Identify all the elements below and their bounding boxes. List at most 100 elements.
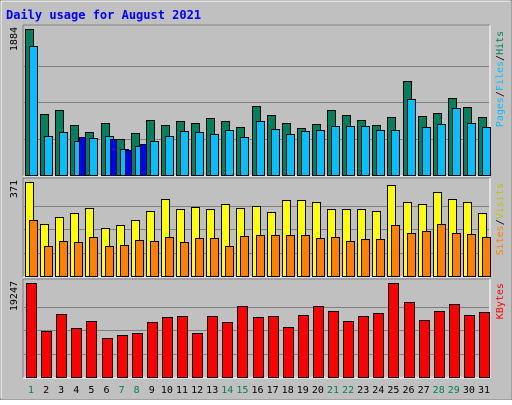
side-label-segment: / bbox=[495, 91, 506, 97]
bar-files-day-25 bbox=[391, 130, 400, 176]
bar-kbytes-day-27 bbox=[419, 320, 430, 378]
day-label-6: 6 bbox=[103, 385, 109, 396]
side-label-segment: Pages bbox=[495, 97, 506, 127]
bar-sites-day-28 bbox=[437, 224, 446, 277]
day-label-15: 15 bbox=[236, 385, 248, 396]
bar-sites-day-12 bbox=[195, 238, 204, 277]
bar-sites-day-30 bbox=[467, 234, 476, 277]
bar-sites-day-26 bbox=[407, 233, 416, 277]
day-label-7: 7 bbox=[119, 385, 125, 396]
chart-title: Daily usage for August 2021 bbox=[6, 8, 201, 22]
bar-files-day-22 bbox=[346, 126, 355, 176]
bar-files-day-13 bbox=[210, 134, 219, 176]
day-label-11: 11 bbox=[176, 385, 188, 396]
bar-sites-day-24 bbox=[376, 239, 385, 277]
bar-kbytes-day-22 bbox=[343, 321, 354, 378]
day-label-25: 25 bbox=[387, 385, 399, 396]
bar-sites-day-7 bbox=[120, 245, 129, 277]
bar-kbytes-day-23 bbox=[358, 316, 369, 378]
bar-sites-day-2 bbox=[44, 246, 53, 277]
bar-files-day-26 bbox=[407, 99, 416, 176]
bar-files-day-21 bbox=[331, 126, 340, 176]
side-label-segment: Sites bbox=[495, 225, 506, 255]
bar-sites-day-9 bbox=[150, 241, 159, 277]
day-axis-labels: 1 2 3 4 5 6 7 8 9 10 11 12 13 14 15 16 17 18 19 20 21 22 23 24 2… bbox=[28, 385, 490, 396]
day-label-13: 13 bbox=[206, 385, 218, 396]
bar-sites-day-19 bbox=[301, 235, 310, 277]
bar-sites-day-18 bbox=[286, 235, 295, 277]
bar-files-day-20 bbox=[316, 130, 325, 176]
bar-files-day-14 bbox=[225, 130, 234, 176]
day-label-3: 3 bbox=[58, 385, 64, 396]
side-label-segment: KBytes bbox=[495, 283, 506, 319]
bar-kbytes-day-29 bbox=[449, 304, 460, 378]
day-label-21: 21 bbox=[327, 385, 339, 396]
side-label-segment: / bbox=[495, 55, 506, 61]
bar-kbytes-day-26 bbox=[404, 302, 415, 378]
bar-sites-day-10 bbox=[165, 237, 174, 277]
bar-pages-day-8 bbox=[140, 144, 147, 176]
bar-kbytes-day-9 bbox=[147, 322, 158, 378]
bar-sites-day-11 bbox=[180, 242, 189, 277]
bar-files-day-12 bbox=[195, 132, 204, 176]
side-label-segment: Hits bbox=[495, 31, 506, 55]
bar-files-day-9 bbox=[150, 141, 159, 176]
bar-kbytes-day-12 bbox=[192, 333, 203, 378]
bar-sites-day-23 bbox=[361, 239, 370, 277]
chart-panels: 1884Pages/Files/Hits371Sites/Visits19247… bbox=[9, 24, 506, 379]
side-label-visits-sites: Sites/Visits bbox=[495, 183, 506, 255]
bar-kbytes-day-17 bbox=[268, 316, 279, 378]
day-label-27: 27 bbox=[418, 385, 430, 396]
bar-pages-day-6 bbox=[110, 139, 117, 176]
bar-kbytes-day-20 bbox=[313, 306, 324, 378]
day-label-16: 16 bbox=[251, 385, 263, 396]
bar-kbytes-day-19 bbox=[298, 315, 309, 378]
day-label-19: 19 bbox=[297, 385, 309, 396]
day-label-9: 9 bbox=[149, 385, 155, 396]
day-label-17: 17 bbox=[267, 385, 279, 396]
day-label-4: 4 bbox=[73, 385, 79, 396]
side-label-segment: Files bbox=[495, 61, 506, 91]
bar-kbytes-day-21 bbox=[328, 311, 339, 378]
bar-files-day-17 bbox=[271, 129, 280, 176]
day-label-10: 10 bbox=[161, 385, 173, 396]
max-label-hits-files-pages: 1884 bbox=[9, 27, 20, 51]
bar-files-day-10 bbox=[165, 136, 174, 176]
bar-kbytes-day-30 bbox=[464, 315, 475, 378]
bar-files-day-29 bbox=[452, 108, 461, 176]
day-label-5: 5 bbox=[88, 385, 94, 396]
bar-sites-day-27 bbox=[422, 231, 431, 277]
bar-sites-day-6 bbox=[105, 246, 114, 277]
bar-files-day-28 bbox=[437, 124, 446, 176]
bar-files-day-2 bbox=[44, 136, 53, 176]
bar-sites-day-3 bbox=[59, 241, 68, 277]
bar-sites-day-14 bbox=[225, 246, 234, 277]
bar-sites-day-8 bbox=[135, 240, 144, 277]
bar-kbytes-day-13 bbox=[207, 316, 218, 378]
day-label-24: 24 bbox=[372, 385, 384, 396]
day-label-20: 20 bbox=[312, 385, 324, 396]
bar-files-day-18 bbox=[286, 134, 295, 176]
bar-kbytes-day-15 bbox=[237, 306, 248, 378]
bar-sites-day-20 bbox=[316, 238, 325, 277]
bar-files-day-11 bbox=[180, 131, 189, 176]
bar-files-day-31 bbox=[482, 127, 491, 176]
bar-sites-day-31 bbox=[482, 237, 491, 277]
side-label-hits-files-pages: Pages/Files/Hits bbox=[495, 31, 506, 127]
bar-files-day-24 bbox=[376, 130, 385, 176]
bar-sites-day-1 bbox=[29, 220, 38, 277]
bar-sites-day-13 bbox=[210, 238, 219, 277]
side-label-segment: / bbox=[495, 219, 506, 225]
bar-kbytes-day-7 bbox=[117, 335, 128, 378]
bar-sites-day-29 bbox=[452, 233, 461, 277]
bar-kbytes-day-14 bbox=[222, 322, 233, 378]
day-label-31: 31 bbox=[478, 385, 490, 396]
bar-kbytes-day-1 bbox=[26, 283, 37, 378]
day-label-28: 28 bbox=[433, 385, 445, 396]
day-label-12: 12 bbox=[191, 385, 203, 396]
bar-files-day-30 bbox=[467, 123, 476, 176]
bar-files-day-3 bbox=[59, 132, 68, 176]
bar-sites-day-16 bbox=[256, 235, 265, 277]
